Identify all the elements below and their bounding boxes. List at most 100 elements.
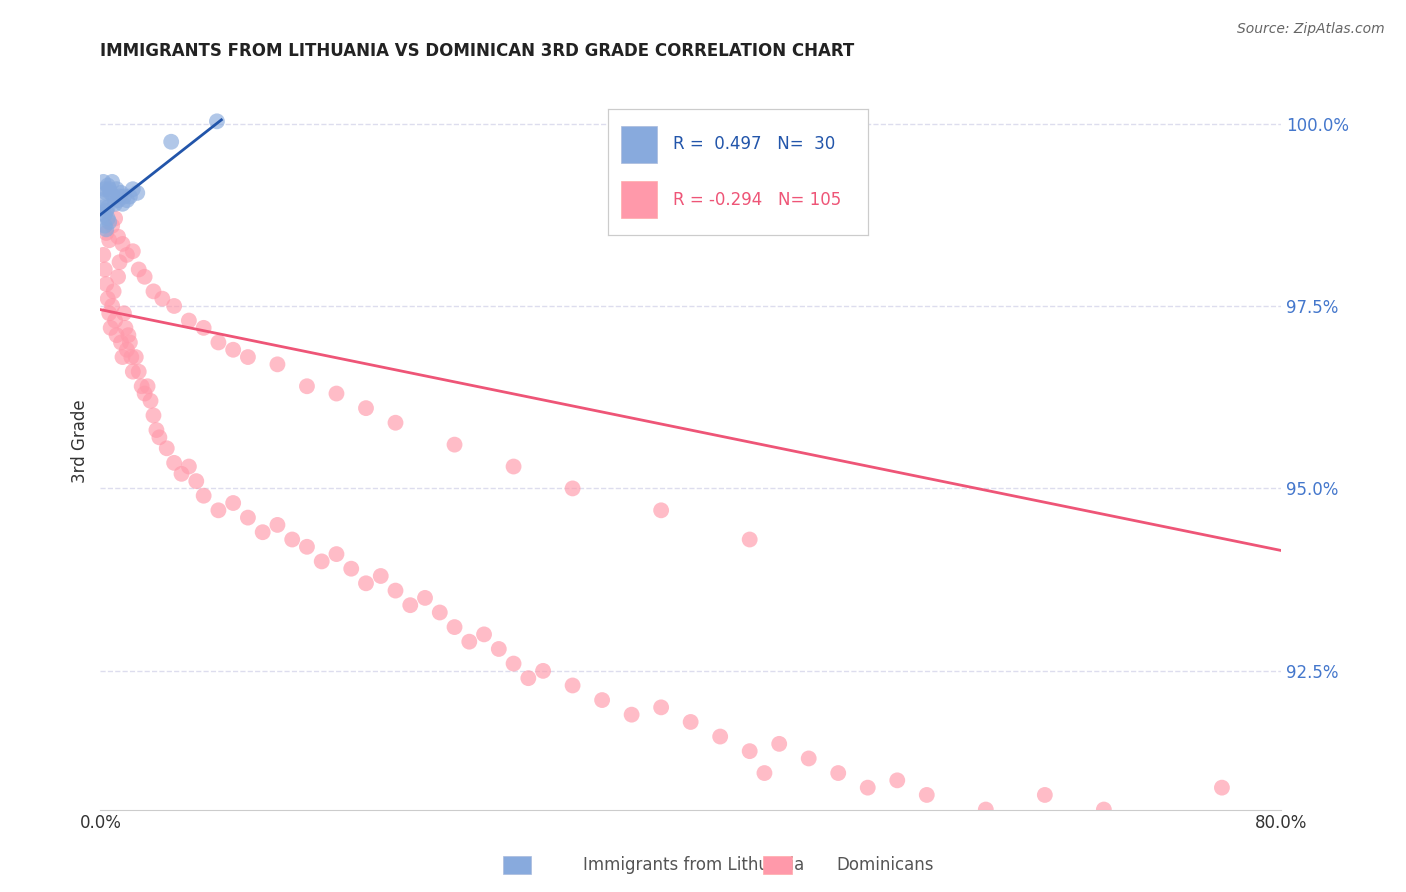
Point xyxy=(370,569,392,583)
Point xyxy=(112,189,135,203)
Point xyxy=(620,707,643,722)
Point xyxy=(115,343,138,357)
Point xyxy=(193,489,215,503)
Point xyxy=(886,773,908,788)
Point xyxy=(101,175,124,189)
Text: Dominicans: Dominicans xyxy=(837,856,934,874)
Point xyxy=(679,714,702,729)
Point xyxy=(94,182,117,196)
Point xyxy=(117,328,139,343)
Point xyxy=(177,313,200,327)
Point xyxy=(98,233,121,247)
Point xyxy=(128,262,150,277)
Point xyxy=(1211,780,1233,795)
Point xyxy=(115,248,138,262)
Point xyxy=(97,178,120,193)
Point xyxy=(104,211,127,226)
Point xyxy=(105,328,128,343)
Point xyxy=(561,482,583,496)
Point xyxy=(115,193,138,207)
Point xyxy=(118,335,141,350)
Point xyxy=(145,423,167,437)
Point xyxy=(266,517,288,532)
Point xyxy=(340,562,363,576)
Point xyxy=(148,430,170,444)
Point xyxy=(236,350,259,364)
Point xyxy=(754,766,776,780)
Point xyxy=(127,186,149,200)
Point xyxy=(108,189,131,203)
Point xyxy=(1033,788,1056,802)
Point xyxy=(207,503,229,517)
Point xyxy=(531,664,554,678)
Point xyxy=(325,386,347,401)
Point xyxy=(91,201,114,215)
Point xyxy=(458,634,481,648)
Point xyxy=(96,222,118,236)
Point xyxy=(156,442,179,456)
Point xyxy=(134,269,156,284)
Point xyxy=(103,285,125,299)
Point xyxy=(90,193,112,207)
Point xyxy=(121,365,143,379)
Point xyxy=(112,306,135,320)
Point xyxy=(98,182,121,196)
Point xyxy=(827,766,849,780)
Point xyxy=(91,248,114,262)
Point xyxy=(94,208,117,222)
Point xyxy=(96,186,118,200)
Point xyxy=(108,255,131,269)
Point xyxy=(121,182,143,196)
Point xyxy=(110,186,132,200)
Point xyxy=(399,598,422,612)
Text: Immigrants from Lithuania: Immigrants from Lithuania xyxy=(583,856,804,874)
Point xyxy=(797,751,820,765)
Point xyxy=(128,365,150,379)
Point xyxy=(139,393,162,408)
Point xyxy=(650,503,672,517)
Point xyxy=(160,135,183,149)
Point xyxy=(236,510,259,524)
Point xyxy=(97,211,120,226)
Point xyxy=(100,186,122,200)
Point xyxy=(252,525,274,540)
Point xyxy=(295,540,318,554)
Point xyxy=(295,379,318,393)
Point xyxy=(163,456,186,470)
Point xyxy=(591,693,613,707)
Point xyxy=(111,196,134,211)
Point xyxy=(94,219,117,233)
Point xyxy=(96,204,118,219)
Point xyxy=(193,321,215,335)
Point xyxy=(472,627,495,641)
Point xyxy=(207,335,229,350)
Point xyxy=(91,175,114,189)
Point xyxy=(222,496,245,510)
Point xyxy=(205,114,228,128)
Point xyxy=(97,201,120,215)
Point xyxy=(111,350,134,364)
Point xyxy=(709,730,731,744)
Point xyxy=(105,182,128,196)
Text: IMMIGRANTS FROM LITHUANIA VS DOMINICAN 3RD GRADE CORRELATION CHART: IMMIGRANTS FROM LITHUANIA VS DOMINICAN 3… xyxy=(100,42,855,60)
Point xyxy=(96,226,118,240)
Point xyxy=(103,189,125,203)
Point xyxy=(1152,817,1174,831)
Point xyxy=(281,533,304,547)
Point xyxy=(111,236,134,251)
Point xyxy=(222,343,245,357)
Point xyxy=(134,386,156,401)
Text: Source: ZipAtlas.com: Source: ZipAtlas.com xyxy=(1237,22,1385,37)
Point xyxy=(136,379,159,393)
Point xyxy=(325,547,347,561)
Point xyxy=(118,189,141,203)
Point xyxy=(561,678,583,692)
Point xyxy=(104,196,127,211)
Point xyxy=(131,379,153,393)
Point xyxy=(384,583,406,598)
Point xyxy=(768,737,790,751)
Point xyxy=(738,744,761,758)
Point xyxy=(1092,803,1115,817)
Point xyxy=(150,292,173,306)
Point xyxy=(114,321,136,335)
